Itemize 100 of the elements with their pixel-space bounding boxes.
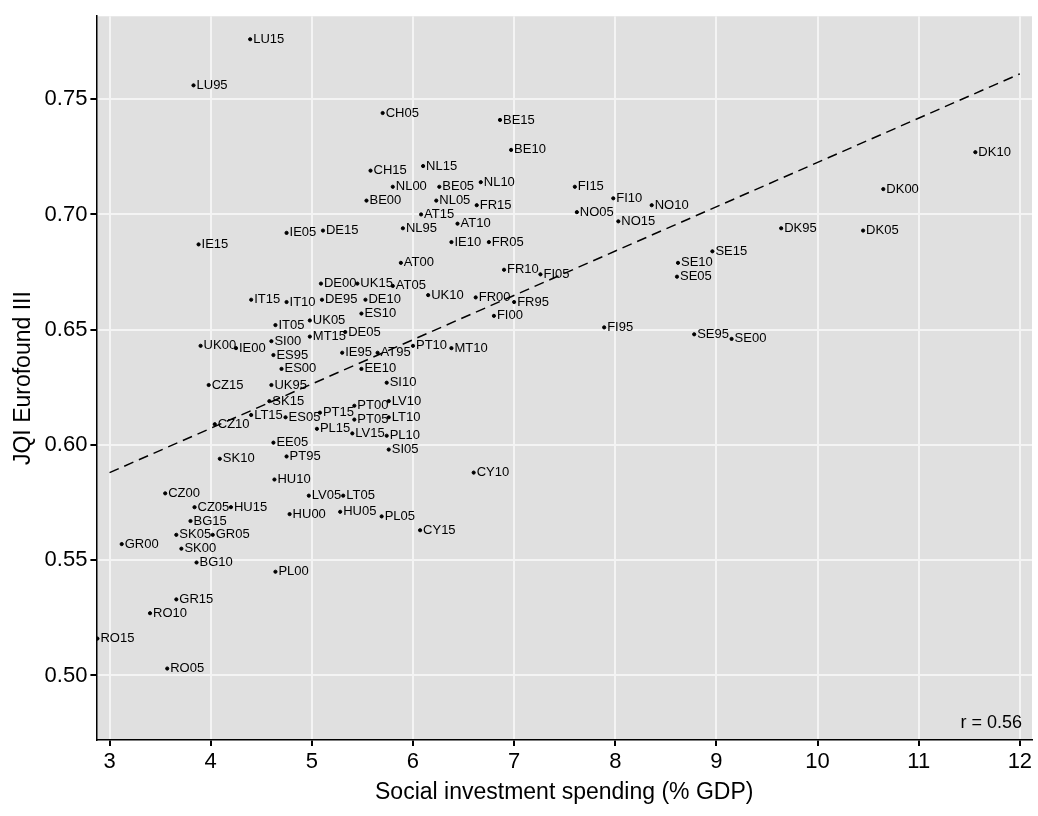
- data-label: EE05: [276, 434, 309, 450]
- data-label: DK05: [866, 222, 899, 238]
- data-label: PT95: [289, 448, 321, 464]
- data-label: CZ00: [168, 484, 200, 500]
- data-label: HU10: [277, 471, 311, 487]
- data-label: SK10: [222, 450, 255, 466]
- data-label: SI10: [389, 374, 417, 390]
- data-label: SE95: [697, 325, 729, 341]
- data-label: PL00: [278, 563, 309, 579]
- data-label: RO10: [153, 604, 187, 620]
- x-tick-label: 12: [1007, 748, 1033, 774]
- y-tick-label: 0.50: [44, 661, 88, 687]
- data-label: IT05: [278, 316, 305, 332]
- x-tick-label: 9: [710, 748, 723, 774]
- data-label: RO15: [100, 630, 135, 646]
- data-label: FI95: [607, 318, 634, 334]
- x-tick-label: 4: [204, 748, 217, 774]
- data-label: IT10: [289, 293, 316, 309]
- data-label: LU15: [253, 30, 285, 46]
- data-label: BE00: [369, 192, 402, 208]
- data-label: NL10: [483, 173, 515, 189]
- data-label: FR15: [479, 196, 512, 212]
- x-tick-label: 7: [508, 748, 521, 774]
- data-label: BE05: [442, 178, 475, 194]
- data-label: UK05: [312, 312, 346, 328]
- x-tick-label: 11: [907, 748, 931, 774]
- y-tick-label: 0.75: [44, 85, 88, 111]
- x-tick-label: 8: [609, 748, 622, 774]
- data-label: NO15: [621, 212, 656, 228]
- data-label: ES10: [364, 305, 397, 321]
- data-label: IE05: [289, 224, 317, 240]
- data-label: NL15: [426, 157, 458, 173]
- data-label: CY15: [423, 521, 456, 537]
- data-label: BE10: [514, 141, 546, 157]
- data-label: BG10: [199, 554, 233, 570]
- data-label: PT15: [322, 404, 355, 420]
- data-label: HU15: [233, 498, 268, 514]
- data-label: SI00: [274, 332, 302, 348]
- data-label: LT15: [254, 406, 283, 422]
- data-label: FR05: [491, 233, 524, 249]
- data-label: PT10: [416, 337, 448, 353]
- y-tick-label: 0.60: [44, 431, 88, 457]
- data-label: DE15: [325, 222, 359, 238]
- x-tick-label: 5: [305, 748, 318, 774]
- data-label: PL15: [319, 420, 351, 436]
- y-tick-label: 0.65: [44, 315, 88, 341]
- data-label: FR00: [478, 289, 511, 304]
- x-tick-label: 10: [805, 748, 830, 774]
- data-label: ES95: [276, 346, 309, 362]
- data-label: RO05: [170, 660, 205, 676]
- data-label: CZ15: [211, 376, 244, 392]
- data-label: SK05: [179, 526, 212, 542]
- data-label: NO10: [654, 196, 689, 212]
- data-label: DK10: [978, 143, 1011, 159]
- data-label: AT00: [403, 254, 434, 270]
- x-axis-title: Social investment spending (% GDP): [375, 777, 754, 804]
- data-label: SI05: [391, 441, 419, 457]
- x-tick-label: 3: [103, 748, 116, 774]
- data-label: AT15: [424, 206, 455, 222]
- data-label: UK15: [360, 275, 393, 291]
- data-label: EE10: [364, 360, 397, 376]
- annotation: r = 0.56: [960, 711, 1022, 732]
- data-label: IT15: [254, 291, 281, 307]
- y-axis-title: JQI Eurofound III: [9, 291, 36, 466]
- data-label: DK95: [784, 219, 817, 235]
- data-label: MT10: [454, 339, 488, 355]
- data-label: AT95: [380, 344, 411, 360]
- data-label: FI15: [577, 178, 604, 194]
- data-label: GR05: [215, 526, 250, 542]
- data-label: PL10: [389, 427, 421, 443]
- data-label: DE00: [323, 275, 357, 291]
- data-label: SE15: [715, 242, 748, 258]
- y-tick-label: 0.70: [44, 200, 88, 226]
- data-label: GR15: [179, 590, 214, 606]
- data-label: LV15: [355, 425, 385, 440]
- data-label: CH15: [373, 162, 407, 178]
- data-label: DK00: [886, 180, 919, 196]
- data-label: NL05: [439, 192, 471, 208]
- data-label: IE00: [239, 339, 266, 355]
- data-label: ES05: [288, 408, 321, 424]
- data-label: BE15: [502, 111, 535, 127]
- data-label: LV05: [311, 487, 342, 503]
- data-label: UK95: [274, 376, 307, 392]
- data-label: LT05: [346, 487, 375, 503]
- data-label: SK15: [272, 392, 305, 408]
- data-label: GR00: [124, 535, 159, 551]
- x-tick-label: 6: [406, 748, 420, 774]
- data-label: HU00: [292, 505, 326, 521]
- data-label: CZ05: [197, 498, 230, 514]
- data-label: PL05: [384, 507, 416, 523]
- data-label: SK00: [184, 540, 217, 556]
- data-label: FI00: [496, 307, 523, 323]
- data-label: LU95: [196, 76, 228, 92]
- data-label: LV10: [391, 392, 422, 408]
- data-label: FR95: [517, 293, 549, 309]
- data-label: PT00: [357, 397, 389, 413]
- data-label: IE15: [201, 235, 229, 251]
- data-label: NL00: [395, 178, 427, 194]
- data-label: UK10: [431, 286, 464, 302]
- data-label: FI10: [616, 189, 643, 205]
